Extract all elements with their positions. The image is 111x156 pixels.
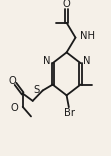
Text: N: N [83, 56, 90, 66]
Text: O: O [9, 76, 17, 86]
Text: N: N [43, 56, 50, 66]
Text: O: O [63, 0, 70, 9]
Text: S: S [33, 85, 40, 95]
Text: O: O [11, 103, 18, 113]
Text: Br: Br [64, 108, 75, 118]
Text: NH: NH [80, 31, 95, 41]
